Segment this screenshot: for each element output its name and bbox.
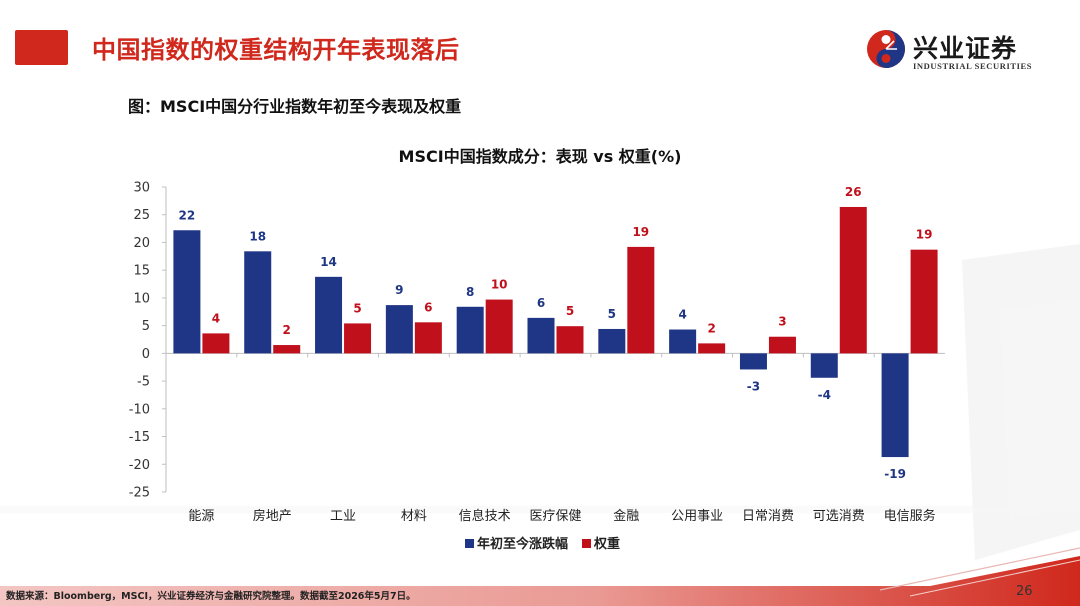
data-label: 2 [283,323,291,337]
footer-band [0,547,1080,606]
title-accent-block [15,30,68,65]
data-label: 4 [678,308,686,322]
bar-weight [698,343,726,354]
legend-label: 年初至今涨跌幅 [477,536,568,552]
y-tick-label: 25 [133,208,150,223]
bar-weight [202,333,230,354]
bar-weight [839,206,867,354]
bar-performance [173,230,201,354]
data-label: 6 [537,296,545,310]
bar-performance [669,329,697,354]
data-label: -4 [818,388,831,402]
background-decoration [0,244,1080,560]
y-tick-label: 20 [133,236,150,251]
data-label: 3 [778,315,786,329]
data-label: 6 [424,300,432,314]
bar-performance [810,353,838,378]
data-label: 2 [707,321,715,335]
category-label: 电信服务 [884,508,936,524]
data-label: 19 [632,225,649,239]
figure-caption: 图：MSCI中国分行业指数年初至今表现及权重 [128,97,462,116]
category-label: 医疗保健 [529,509,581,524]
y-tick-label: -15 [129,430,150,445]
data-label: 10 [491,278,508,292]
brand-logo: 兴业证券 INDUSTRIAL SECURITIES [866,29,1056,77]
page-number: 26 [1016,584,1033,599]
chart-title: MSCI中国指数成分：表现 vs 权重(%) [399,147,682,166]
page-title: 中国指数的权重结构开年表现落后 [92,36,460,64]
data-label: 9 [395,283,403,297]
bar-weight [414,322,442,354]
y-tick-label: 0 [142,347,150,362]
y-tick-label: -25 [129,486,150,501]
brand-name-cn: 兴业证券 [913,34,1018,63]
y-tick-label: 10 [133,291,150,306]
category-label: 金融 [613,508,639,524]
category-label: 日常消费 [742,509,794,524]
category-label: 可选消费 [813,509,865,524]
plot-area: 302520151050-5-10-15-20-25能源224房地产182工业1… [129,181,945,524]
y-tick-label: 30 [133,181,150,196]
legend-label: 权重 [593,536,620,552]
bar-performance [456,306,484,354]
data-label: -3 [747,379,760,393]
category-label: 工业 [330,509,356,524]
chart-legend: 年初至今涨跌幅 权重 [465,536,620,552]
brand-name-en: INDUSTRIAL SECURITIES [913,61,1033,71]
footer-source: 数据来源：Bloomberg，MSCI，兴业证券经济与金融研究院整理。数据截至2… [6,591,416,602]
legend-swatch [582,539,591,548]
category-label: 信息技术 [459,508,511,524]
category-label: 房地产 [253,508,292,524]
legend-swatch [465,539,474,548]
bar-weight [485,299,513,354]
bar-performance [881,353,909,458]
data-label: 5 [353,301,361,315]
data-label: -19 [884,467,906,481]
data-label: 4 [212,311,220,325]
data-label: 18 [249,229,266,243]
bar-weight [627,246,655,354]
data-label: 5 [566,304,574,318]
brand-logo-icon [867,30,905,68]
data-label: 22 [179,208,196,222]
bar-weight [768,336,796,354]
category-label: 公用事业 [671,509,723,524]
bar-weight [910,249,938,354]
data-label: 8 [466,285,474,299]
y-tick-label: -5 [137,375,150,390]
bar-performance [527,317,555,354]
bar-performance [244,251,272,354]
y-tick-label: 5 [142,319,150,334]
bar-performance [385,305,413,354]
data-label: 26 [845,185,862,199]
bar-performance [739,353,767,370]
bar-weight [556,326,584,354]
y-tick-label: -20 [129,458,150,473]
bar-weight [344,323,372,354]
y-tick-label: 15 [133,264,150,279]
bar-performance [598,328,626,354]
data-label: 14 [320,255,337,269]
data-label: 5 [608,307,616,321]
category-label: 能源 [188,509,214,524]
bar-weight [273,345,301,354]
bar-performance [315,276,343,354]
category-label: 材料 [401,509,427,524]
y-tick-label: -10 [129,402,150,417]
data-label: 19 [916,228,933,242]
